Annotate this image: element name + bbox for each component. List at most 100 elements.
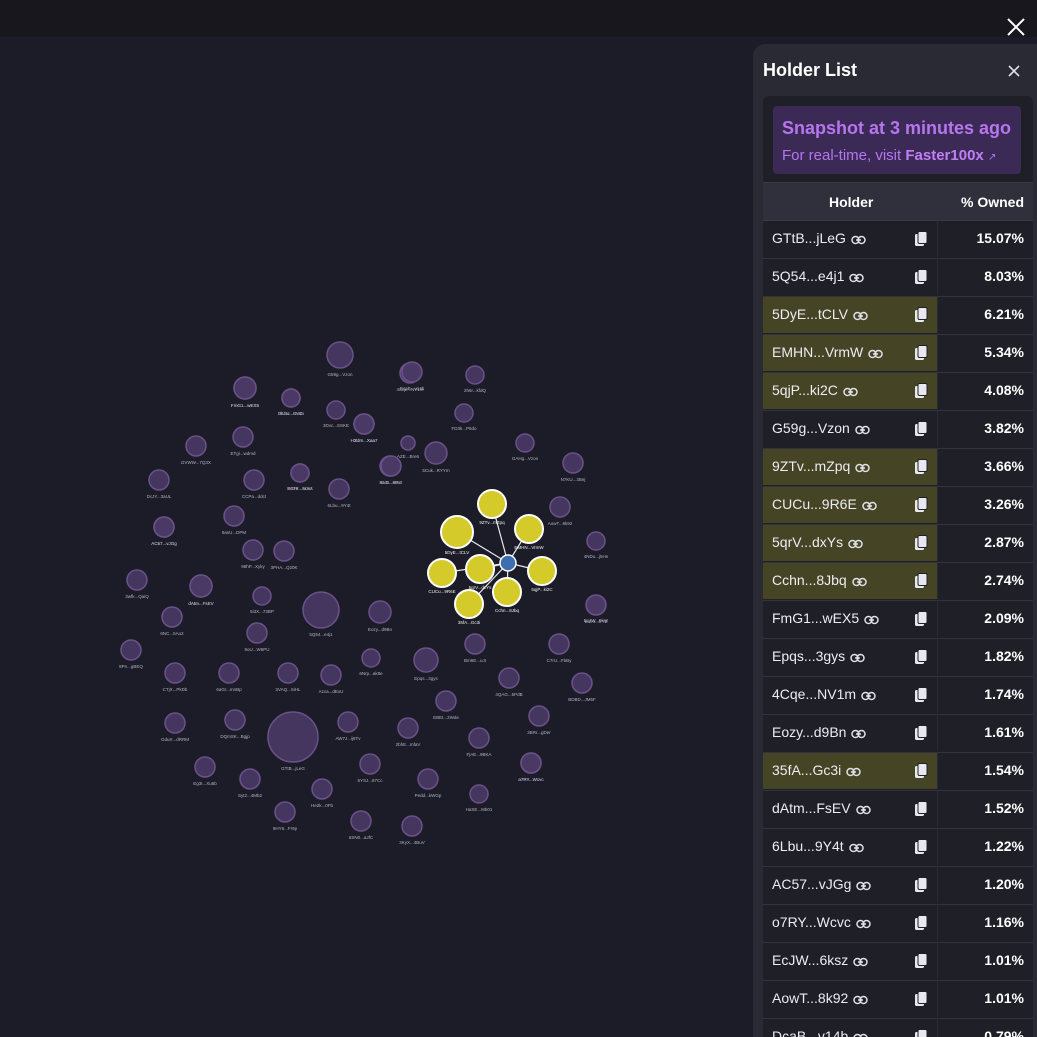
table-row[interactable]: 6Lbu...9Y4t 1.22% (763, 829, 1033, 867)
bubble-circle[interactable] (528, 705, 550, 727)
holder-address[interactable]: Eozy...d9Bn (772, 724, 867, 742)
holder-bubble[interactable]: H3Um...Xaa7 (350, 413, 378, 443)
bubble-circle[interactable] (218, 662, 240, 684)
bubble-circle[interactable] (242, 539, 264, 561)
bubble-circle[interactable] (194, 756, 216, 778)
table-row[interactable]: 9ZTv...mZpq 3.66% (763, 449, 1033, 487)
holder-bubble[interactable]: Azca...dExU (319, 664, 344, 694)
bubble-circle[interactable] (246, 622, 268, 644)
bubble-circle[interactable] (359, 753, 381, 775)
holder-bubble[interactable]: 5YSJ...87Cc (357, 753, 383, 783)
holder-bubble[interactable]: BDBD...JM5F (568, 672, 596, 702)
cluster-circle[interactable] (492, 577, 522, 607)
table-row[interactable]: 5qrV...dxYs 2.87% (763, 525, 1033, 563)
link-icon[interactable] (851, 232, 866, 248)
bubble-circle[interactable] (320, 664, 342, 686)
bubble-circle[interactable] (401, 815, 423, 837)
holder-bubble[interactable]: 3VAQ...SiHL (275, 662, 301, 692)
bubble-circle[interactable] (311, 778, 333, 800)
holder-address[interactable]: Epqs...3gys (772, 648, 865, 666)
bubble-circle[interactable] (148, 469, 170, 491)
table-row[interactable]: 4Cqe...NV1m 1.74% (763, 677, 1033, 715)
holder-bubble[interactable]: CTjX...PkDb (163, 662, 188, 692)
table-row[interactable]: 5Q54...e4j1 8.03% (763, 259, 1033, 297)
copy-icon[interactable] (914, 345, 928, 361)
holder-address[interactable]: 4Cqe...NV1m (772, 686, 876, 704)
holder-bubble[interactable]: DVWW...7Q3X (181, 435, 211, 465)
link-icon[interactable] (853, 992, 869, 1008)
holder-bubble[interactable]: 8Lcz...9Y4t (380, 455, 403, 485)
holder-bubble[interactable]: AW7J...ij6Tv (335, 711, 361, 741)
cluster-bubble[interactable]: 35fA...Gc3i (454, 589, 484, 625)
holder-bubble[interactable]: 5Cuk...RYYm (422, 441, 450, 473)
bubble-circle[interactable] (469, 784, 489, 804)
bubble-circle[interactable] (267, 711, 319, 763)
bubble-circle[interactable] (328, 478, 350, 500)
bubble-circle[interactable] (223, 505, 245, 527)
bubble-circle[interactable] (189, 574, 213, 598)
bubble-circle[interactable] (435, 690, 457, 712)
holder-address[interactable]: 9ZTv...mZpq (772, 458, 871, 476)
table-row[interactable]: DcaB...v14b 0.79% (763, 1019, 1033, 1037)
holder-bubble[interactable]: 8Pn...gBEQ (119, 639, 143, 669)
cluster-circle[interactable] (440, 515, 474, 549)
holder-bubble[interactable]: 9oU...W6PU (244, 622, 270, 652)
holder-address[interactable]: EcJW...6ksz (772, 952, 868, 970)
link-icon[interactable] (856, 878, 872, 894)
bubble-circle[interactable] (548, 633, 570, 655)
holder-address[interactable]: 6Lbu...9Y4t (772, 838, 864, 856)
cluster-bubble[interactable]: 9ZTv...mZpq (477, 489, 507, 525)
table-row[interactable]: GTtB...jLeG 15.07% (763, 221, 1033, 259)
bubble-circle[interactable] (585, 594, 607, 616)
holder-bubble[interactable]: 6NC...5Ao2 (160, 606, 184, 636)
cluster-bubble[interactable]: 5DyE...tCLV (440, 515, 474, 555)
holder-bubble[interactable]: dAtm...FsEV (188, 574, 214, 606)
holder-address[interactable]: 5qrV...dxYs (772, 534, 863, 552)
holder-bubble[interactable]: Epqs...3gys (413, 647, 439, 681)
link-icon[interactable] (851, 574, 867, 590)
cluster-bubble[interactable]: Cchn...8Jbq (492, 577, 522, 613)
table-row[interactable]: CUCu...9R6E 3.26% (763, 487, 1033, 525)
copy-icon[interactable] (914, 725, 928, 741)
copy-icon[interactable] (914, 801, 928, 817)
bubble-circle[interactable] (290, 463, 310, 483)
bubble-circle[interactable] (126, 569, 148, 591)
holder-bubble[interactable]: 4NDo...j5Hn (584, 531, 609, 559)
copy-icon[interactable] (914, 763, 928, 779)
bubble-circle[interactable] (120, 639, 142, 661)
link-icon[interactable] (853, 954, 868, 970)
holder-bubble[interactable]: CCPa...ddct (242, 469, 267, 499)
holder-address[interactable]: AowT...8k92 (772, 990, 869, 1008)
holder-bubble[interactable]: 5Q54...e4j1 (302, 591, 340, 637)
holder-bubble[interactable]: GAHg...Vzon (512, 433, 539, 461)
copy-icon[interactable] (914, 687, 928, 703)
holder-bubble[interactable]: BiZm...frYZ (585, 594, 608, 624)
copy-icon[interactable] (914, 953, 928, 969)
bubble-circle[interactable] (224, 709, 246, 731)
holder-bubble[interactable]: Bm6E...uJI (464, 633, 486, 663)
holder-bubble[interactable]: EBEt...2Wde (433, 690, 459, 720)
cluster-bubble[interactable]: EMHN...VrmW (514, 514, 544, 550)
holder-bubble[interactable]: He2k...0Fb (311, 778, 334, 808)
holder-bubble[interactable]: Syt2...4Mb2 (238, 768, 263, 798)
bubble-circle[interactable] (161, 606, 183, 628)
bubble-circle[interactable] (337, 711, 359, 733)
copy-icon[interactable] (914, 269, 928, 285)
bubble-circle[interactable] (185, 435, 207, 457)
copy-icon[interactable] (914, 535, 928, 551)
holder-bubble[interactable]: 6Nrp...ak8e (359, 648, 383, 676)
holder-bubble[interactable]: 5i3X...73BP (250, 586, 274, 614)
bubble-circle[interactable] (464, 633, 486, 655)
bubble-circle[interactable] (520, 752, 542, 774)
bubble-circle[interactable] (515, 433, 535, 453)
holder-bubble[interactable]: C7rU...FbBy (547, 633, 573, 663)
holder-bubble[interactable]: 6Lbu...9Y4t (327, 478, 351, 508)
holder-bubble[interactable]: Eozy...d9Bn (368, 600, 392, 632)
table-row[interactable]: Eozy...d9Bn 1.61% (763, 715, 1033, 753)
link-icon[interactable] (849, 270, 865, 286)
holder-bubble[interactable]: FmG1...wEX5 (231, 376, 260, 408)
bubble-circle[interactable] (468, 727, 490, 749)
holder-bubble[interactable]: G59g...Vzon (326, 341, 354, 377)
holder-address[interactable]: DcaB...v14b (772, 1028, 868, 1037)
bubble-circle[interactable] (397, 717, 419, 739)
